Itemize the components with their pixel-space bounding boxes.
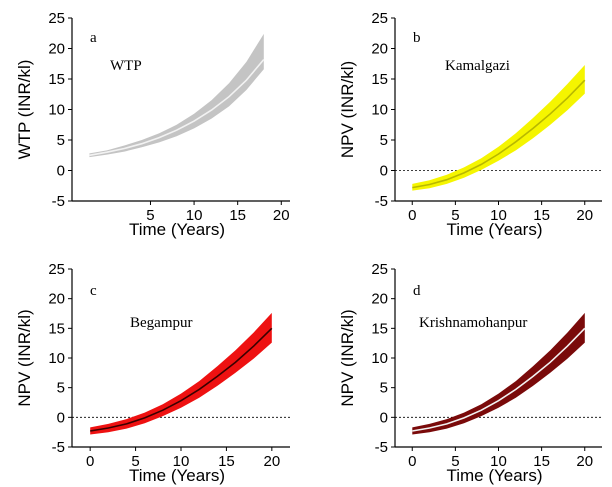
central-series-line (412, 327, 586, 432)
y-tick-label: -5 (375, 439, 388, 456)
panel-annotation: Krishnamohanpur (419, 315, 527, 331)
x-tick-label: 5 (146, 207, 154, 224)
confidence-band (89, 33, 264, 158)
y-tick-label: 5 (57, 380, 65, 397)
panel-c: -5 0 5 10 15 20 25 0 5 10 15 20 Time (Years) NPV (INR… (15, 261, 290, 485)
y-tick-label: 15 (371, 71, 388, 88)
x-tick-label: 0 (408, 207, 416, 224)
y-tick-label: 10 (371, 350, 388, 367)
x-axis-title: Time (Years) (446, 466, 542, 485)
y-tick-label: 5 (380, 380, 388, 397)
y-tick-label: 20 (48, 41, 65, 58)
x-tick-label: 0 (86, 453, 94, 470)
panel-annotation: Begampur (130, 315, 192, 331)
y-tick-label: 25 (48, 10, 65, 27)
x-tick-label: 20 (576, 207, 593, 224)
x-tick-label: 10 (490, 453, 507, 470)
y-tick-label: 5 (380, 132, 388, 149)
x-tick-label: 10 (186, 207, 203, 224)
x-axis-title: Time (Years) (129, 220, 225, 239)
x-tick-label: 5 (131, 453, 139, 470)
y-tick-label: 0 (57, 163, 65, 180)
y-axis-title: NPV (INR/kl) (15, 309, 34, 406)
y-tick-label: 25 (48, 261, 65, 278)
y-tick-label: 15 (48, 320, 65, 337)
y-tick-label: 5 (57, 132, 65, 149)
y-tick-label: 25 (371, 10, 388, 27)
panel-letter: b (413, 30, 421, 46)
y-tick-label: 10 (371, 102, 388, 119)
x-tick-label: 20 (273, 207, 290, 224)
panel-letter: a (90, 30, 97, 46)
x-tick-label: 15 (218, 453, 235, 470)
panel-d: -5 0 5 10 15 20 25 0 5 10 15 20 Time (Years) NPV (INR… (338, 261, 602, 485)
confidence-band (90, 312, 272, 435)
panel-letter: d (413, 283, 421, 299)
x-axis-title: Time (Years) (129, 466, 225, 485)
y-tick-label: 0 (57, 409, 65, 426)
panel-annotation: Kamalgazi (445, 58, 510, 74)
y-tick-label: -5 (52, 439, 65, 456)
y-tick-label: -5 (52, 193, 65, 210)
panel-annotation: WTP (110, 58, 142, 74)
y-axis-title: NPV (INR/kl) (338, 309, 357, 406)
y-tick-label: 20 (371, 41, 388, 58)
y-tick-label: 20 (48, 291, 65, 308)
y-tick-label: -5 (375, 193, 388, 210)
y-tick-label: 10 (48, 102, 65, 119)
central-series-line (412, 79, 586, 189)
y-axis-title: NPV (INR/kl) (338, 61, 357, 158)
panel-b: -5 0 5 10 15 20 25 0 5 10 15 20 Time (Years) NPV (INR… (338, 10, 602, 239)
x-tick-label: 10 (173, 453, 190, 470)
y-tick-label: 20 (371, 291, 388, 308)
x-tick-label: 15 (533, 453, 550, 470)
y-tick-label: 15 (48, 71, 65, 88)
confidence-band (412, 65, 585, 191)
x-tick-label: 10 (490, 207, 507, 224)
y-tick-label: 0 (380, 409, 388, 426)
y-tick-label: 15 (371, 320, 388, 337)
central-series-line (89, 58, 265, 157)
panel-a: -5 0 5 10 15 20 25 5 10 15 20 Time (Years) WTP (INR/… (15, 10, 290, 239)
x-tick-label: 20 (263, 453, 280, 470)
central-series-line (90, 327, 273, 432)
y-tick-label: 0 (380, 163, 388, 180)
x-tick-label: 20 (576, 453, 593, 470)
confidence-band (412, 312, 585, 435)
x-tick-label: 0 (408, 453, 416, 470)
x-tick-label: 15 (229, 207, 246, 224)
y-tick-label: 10 (48, 350, 65, 367)
y-tick-label: 25 (371, 261, 388, 278)
x-tick-label: 15 (533, 207, 550, 224)
y-axis-title: WTP (INR/kl) (15, 60, 34, 160)
x-tick-label: 5 (451, 453, 459, 470)
x-axis-title: Time (Years) (446, 220, 542, 239)
x-tick-label: 5 (451, 207, 459, 224)
panel-letter: c (90, 283, 97, 299)
